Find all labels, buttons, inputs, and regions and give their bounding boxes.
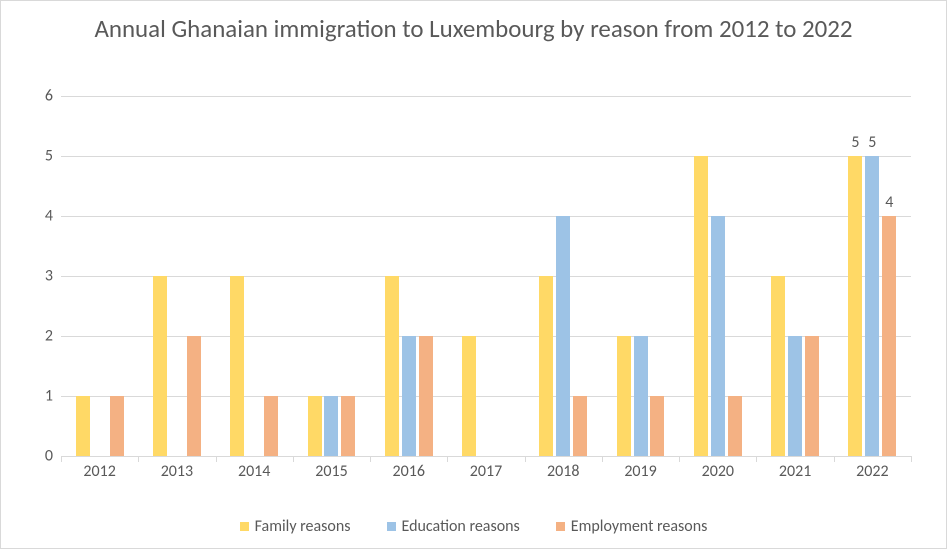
bar: [462, 336, 476, 456]
y-tick-label: 3: [45, 267, 53, 286]
bar: [771, 276, 785, 456]
bar: [556, 216, 570, 456]
bar: [650, 396, 664, 456]
bar: [153, 276, 167, 456]
bar: [805, 336, 819, 456]
x-tick-mark: [61, 456, 62, 462]
bar: [419, 336, 433, 456]
bar: [634, 336, 648, 456]
grid-line: [61, 96, 911, 97]
bar: [110, 396, 124, 456]
legend-item: Employment reasons: [556, 517, 708, 536]
x-tick-mark: [834, 456, 835, 462]
legend-label: Employment reasons: [571, 517, 708, 536]
bar: [617, 336, 631, 456]
legend-swatch: [556, 522, 565, 531]
grid-line: [61, 216, 911, 217]
legend-label: Education reasons: [402, 517, 520, 536]
x-tick-mark: [911, 456, 912, 462]
x-tick-mark: [138, 456, 139, 462]
x-tick-mark: [293, 456, 294, 462]
x-tick-mark: [679, 456, 680, 462]
grid-line: [61, 156, 911, 157]
y-tick-label: 2: [45, 327, 53, 346]
x-tick-label: 2018: [547, 462, 579, 481]
legend-item: Family reasons: [240, 517, 351, 536]
x-tick-label: 2013: [161, 462, 193, 481]
x-tick-mark: [602, 456, 603, 462]
bar: [76, 396, 90, 456]
bar: [728, 396, 742, 456]
legend: Family reasons Education reasons Employmen…: [1, 517, 946, 536]
bar: [694, 156, 708, 456]
bar: [788, 336, 802, 456]
legend-item: Education reasons: [387, 517, 520, 536]
x-tick-mark: [756, 456, 757, 462]
bar: [711, 216, 725, 456]
x-tick-label: 2016: [393, 462, 425, 481]
chart-title: Annual Ghanaian immigration to Luxembour…: [1, 13, 946, 44]
legend-swatch: [240, 522, 249, 531]
x-tick-label: 2021: [779, 462, 811, 481]
bar: [865, 156, 879, 456]
bar: [539, 276, 553, 456]
bar: [264, 396, 278, 456]
y-tick-label: 1: [45, 387, 53, 406]
bar: [341, 396, 355, 456]
bar: [848, 156, 862, 456]
bar: [308, 396, 322, 456]
x-tick-label: 2019: [624, 462, 656, 481]
x-axis: [61, 456, 911, 457]
x-tick-mark: [216, 456, 217, 462]
bar: [230, 276, 244, 456]
bar: [187, 336, 201, 456]
x-tick-label: 2012: [83, 462, 115, 481]
bar: [324, 396, 338, 456]
bar: [385, 276, 399, 456]
plot-area: 0123456201220132014201520162017201820192…: [61, 96, 911, 456]
x-tick-mark: [525, 456, 526, 462]
x-tick-label: 2017: [470, 462, 502, 481]
x-tick-mark: [447, 456, 448, 462]
legend-label: Family reasons: [255, 517, 351, 536]
data-label: 5: [868, 133, 876, 152]
y-tick-label: 4: [45, 207, 53, 226]
data-label: 5: [851, 133, 859, 152]
y-tick-label: 6: [45, 87, 53, 106]
data-label: 4: [885, 193, 893, 212]
legend-swatch: [387, 522, 396, 531]
chart-container: Annual Ghanaian immigration to Luxembour…: [0, 0, 947, 549]
x-tick-mark: [370, 456, 371, 462]
bar: [573, 396, 587, 456]
x-tick-label: 2020: [702, 462, 734, 481]
bar: [402, 336, 416, 456]
bar: [882, 216, 896, 456]
x-tick-label: 2022: [856, 462, 888, 481]
y-tick-label: 5: [45, 147, 53, 166]
x-tick-label: 2015: [315, 462, 347, 481]
y-tick-label: 0: [45, 447, 53, 466]
x-tick-label: 2014: [238, 462, 270, 481]
